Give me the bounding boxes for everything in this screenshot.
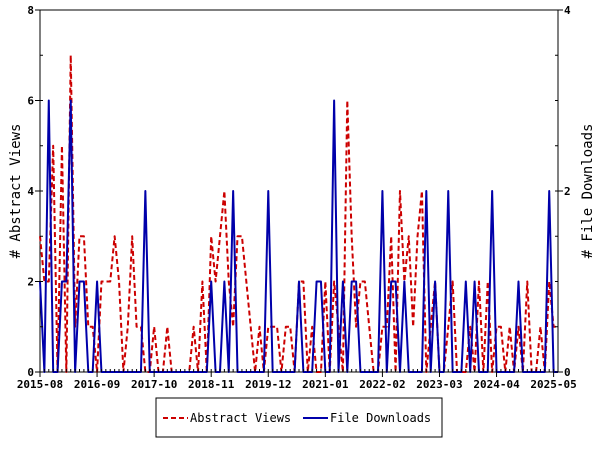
x-tick-label: 2025-05 — [530, 378, 576, 391]
x-tick-label: 2024-04 — [473, 378, 520, 391]
plot-area — [39, 9, 559, 373]
x-tick-label: 2018-11 — [188, 378, 235, 391]
x-tick-label: 2015-08 — [17, 378, 63, 391]
left-y-tick-label: 0 — [27, 366, 34, 379]
legend-box — [155, 397, 443, 438]
legend: Abstract Views File Downloads — [155, 397, 443, 438]
left-y-tick-label: 4 — [27, 185, 34, 198]
x-tick-label: 2022-02 — [359, 378, 405, 391]
axis-layer: # Abstract Views # File Downloads 2015-0… — [8, 4, 596, 391]
legend-label-file-downloads: File Downloads — [330, 411, 431, 425]
right-y-tick-label: 2 — [564, 185, 571, 198]
x-tick-label: 2019-12 — [245, 378, 291, 391]
legend-label-abstract-views: Abstract Views — [190, 411, 291, 425]
x-tick-label: 2017-10 — [131, 378, 177, 391]
x-tick-label: 2021-01 — [302, 378, 349, 391]
right-axis-title: # File Downloads — [580, 124, 596, 259]
left-y-tick-label: 8 — [27, 4, 34, 17]
x-tick-label: 2016-09 — [74, 378, 120, 391]
right-y-tick-label: 4 — [564, 4, 571, 17]
left-axis-title: # Abstract Views — [8, 124, 24, 259]
x-tick-label: 2023-03 — [416, 378, 462, 391]
right-y-tick-label: 0 — [564, 366, 571, 379]
left-y-tick-label: 6 — [27, 95, 34, 108]
plot-frame — [39, 9, 559, 373]
series-layer — [39, 54, 558, 373]
series-line-file-downloads — [39, 99, 558, 373]
left-y-tick-label: 2 — [27, 276, 34, 289]
